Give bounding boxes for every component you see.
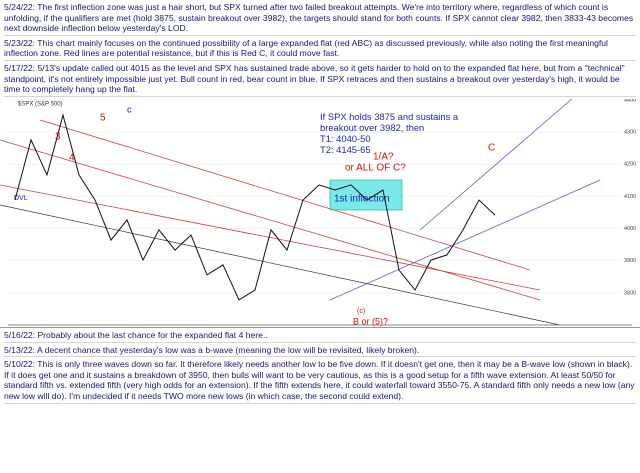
annotation: or ALL OF C? (345, 163, 406, 174)
chart-title: $SPX (S&P 500) (18, 102, 63, 108)
annotation: DVL (14, 195, 28, 202)
top-notes: 5/24/22: The first inflection zone was j… (0, 0, 640, 99)
y-tick-label: 4000 (624, 226, 636, 232)
black-line (0, 204, 561, 326)
box-line: T2: 4145-65 (320, 144, 371, 155)
resistance-line (0, 139, 541, 301)
y-tick-label: 4400 (624, 97, 636, 103)
y-tick-label: 4200 (624, 162, 636, 168)
target-box: If SPX holds 3875 and sustains a breakou… (320, 111, 468, 155)
trend-lines (0, 65, 611, 326)
annotation: (c) (357, 308, 365, 315)
y-tick-label: 3800 (624, 290, 636, 296)
annotation: 4 (69, 153, 75, 164)
note: 5/17/22: 5/13's update called out 4015 a… (4, 62, 636, 97)
annotation: 1st inflection (334, 194, 390, 205)
price-line (14, 113, 496, 301)
box-line: If SPX holds 3875 and sustains a breakou… (320, 111, 459, 133)
annotation: 1/A? (373, 152, 394, 163)
resistance-line (39, 119, 531, 271)
annotation: B or (5)? (353, 316, 388, 326)
y-tick-label: 4300 (624, 130, 636, 136)
annotations: C C 1/A? or ALL OF C? 1st inflection 3 4… (14, 60, 611, 326)
resistance-line (0, 184, 541, 291)
y-tick-label: 4100 (624, 194, 636, 200)
note: 5/24/22: The first inflection zone was j… (4, 1, 636, 36)
box-line: T1: 4040-50 (320, 133, 371, 144)
annotation: c (127, 104, 132, 114)
plot-background (0, 95, 640, 330)
y-tick-label: 3900 (624, 258, 636, 264)
note: 5/23/22: This chart mainly focuses on th… (4, 37, 636, 61)
note: 5/16/22: Probably about the last chance … (4, 329, 636, 343)
note: 5/13/22: A decent chance that yesterday'… (4, 344, 636, 358)
annotation: C (488, 143, 495, 154)
note: 5/10/22: This is only three waves down s… (4, 358, 636, 404)
bottom-notes: 5/16/22: Probably about the last chance … (0, 327, 640, 406)
annotation: 5 (100, 113, 106, 124)
support-line (329, 179, 601, 301)
annotation: 3 (55, 132, 61, 143)
inflection-zone (329, 179, 403, 211)
